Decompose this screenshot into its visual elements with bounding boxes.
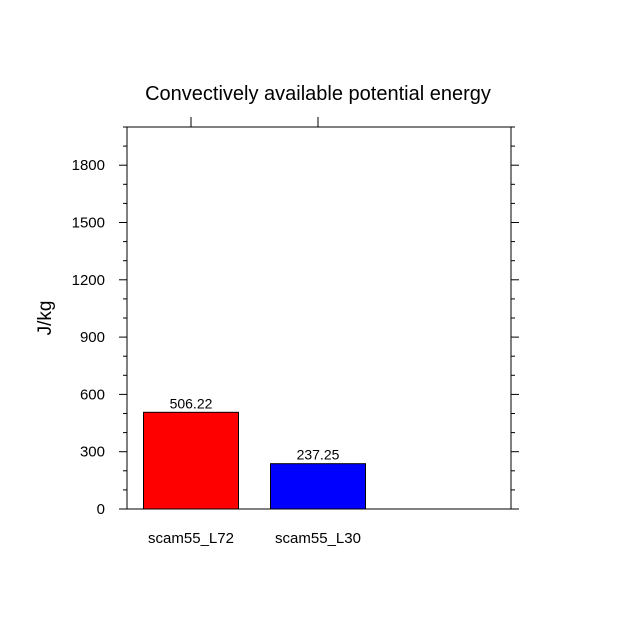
labels-group: 506.22 scam55_L72 237.25 scam55_L30 0 300 600 9… [72, 157, 361, 547]
bar-value-label-scam55_L30: 237.25 [297, 447, 340, 463]
y-axis-label: J/kg [35, 301, 56, 336]
y-tick-label: 1500 [72, 215, 105, 232]
y-tick-label: 1800 [72, 157, 105, 174]
y-tick-label: 0 [97, 501, 105, 518]
plot-frame [126, 126, 512, 510]
x-tick-label-scam55_L30: scam55_L30 [275, 530, 361, 547]
bars-group [143, 411, 366, 510]
ticks-group [119, 117, 519, 510]
y-tick-label: 600 [80, 386, 105, 403]
y-tick-label: 300 [80, 444, 105, 461]
bar-value-label-scam55_L72: 506.22 [170, 395, 213, 411]
bar-scam55_L72 [143, 411, 239, 510]
y-tick-label: 900 [80, 329, 105, 346]
y-tick-label: 1200 [72, 272, 105, 289]
chart-title: Convectively available potential energy [145, 83, 491, 105]
bar-scam55_L30 [270, 463, 366, 510]
x-tick-label-scam55_L72: scam55_L72 [148, 530, 234, 547]
